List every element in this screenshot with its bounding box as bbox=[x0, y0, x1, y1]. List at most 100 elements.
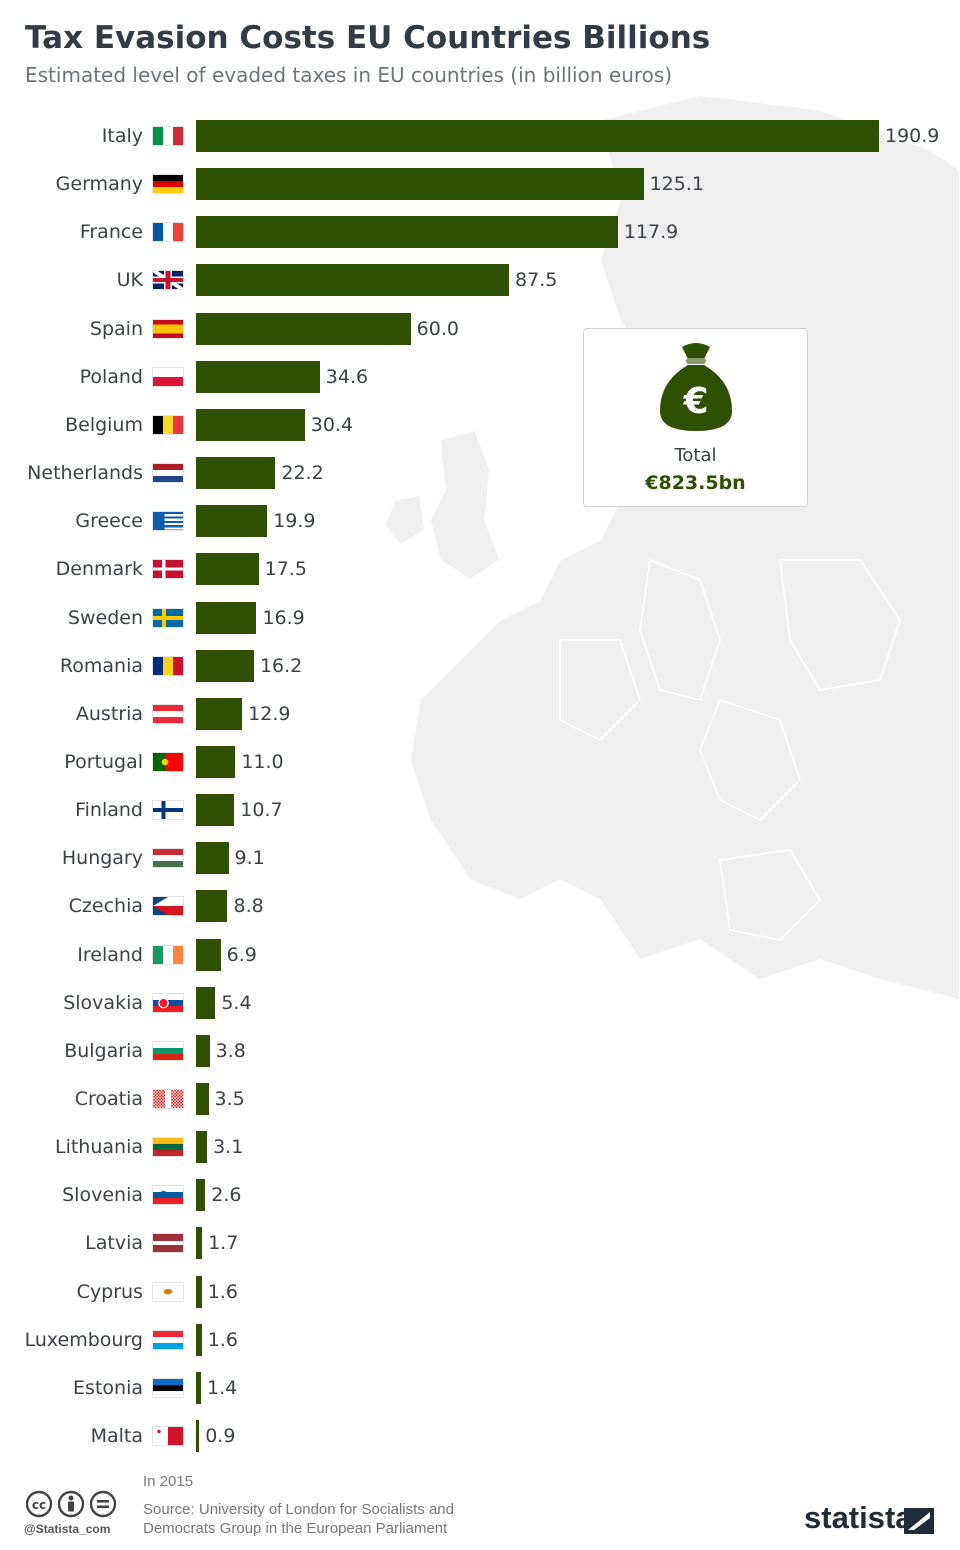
value-label-croatia: 3.5 bbox=[214, 1088, 245, 1110]
bar-czechia bbox=[196, 890, 228, 923]
chart-subtitle: Estimated level of evaded taxes in EU co… bbox=[25, 63, 673, 87]
bar-spain bbox=[196, 312, 411, 345]
category-label-netherlands: Netherlands bbox=[27, 462, 143, 485]
category-label-poland: Poland bbox=[79, 365, 143, 388]
flag-uk-icon bbox=[152, 270, 184, 291]
flag-czechia-icon bbox=[152, 896, 184, 917]
flag-italy-icon bbox=[152, 126, 184, 146]
bar-sweden bbox=[196, 601, 257, 634]
value-label-slovakia: 5.4 bbox=[221, 991, 252, 1014]
svg-text:cc: cc bbox=[32, 1498, 46, 1512]
flag-ireland-icon bbox=[152, 944, 184, 965]
flag-portugal-icon bbox=[152, 751, 184, 772]
bar-croatia bbox=[196, 1083, 209, 1115]
flag-hungary-icon bbox=[152, 848, 184, 869]
flag-austria-icon bbox=[152, 703, 184, 724]
value-label-malta: 0.9 bbox=[205, 1425, 236, 1448]
flag-sweden-icon bbox=[152, 607, 184, 628]
value-label-czechia: 8.8 bbox=[233, 895, 264, 918]
flag-slovakia-icon bbox=[152, 992, 184, 1013]
flag-romania-icon bbox=[152, 655, 184, 676]
bar-cyprus bbox=[196, 1275, 202, 1308]
flag-luxembourg-icon bbox=[152, 1329, 184, 1350]
value-label-slovenia: 2.6 bbox=[211, 1184, 242, 1207]
flag-malta-icon bbox=[152, 1426, 184, 1447]
value-label-lithuania: 3.1 bbox=[213, 1136, 244, 1159]
cc-icon: cc bbox=[26, 1490, 53, 1518]
flag-netherlands-icon bbox=[152, 463, 184, 484]
bar-denmark bbox=[196, 553, 259, 586]
flag-spain-icon bbox=[152, 318, 184, 339]
flag-croatia-icon bbox=[152, 1089, 184, 1109]
bar-italy bbox=[196, 120, 879, 152]
bar-finland bbox=[196, 794, 235, 827]
category-label-denmark: Denmark bbox=[55, 558, 143, 581]
bar-poland bbox=[196, 360, 320, 393]
value-label-italy: 190.9 bbox=[885, 125, 940, 147]
bar-luxembourg bbox=[196, 1323, 202, 1356]
category-label-portugal: Portugal bbox=[64, 750, 143, 773]
flag-cyprus-icon bbox=[152, 1281, 184, 1302]
value-label-sweden: 16.9 bbox=[262, 606, 305, 629]
value-label-spain: 60.0 bbox=[416, 317, 459, 340]
license-icons[interactable]: cc bbox=[26, 1490, 120, 1518]
total-callout: € Total €823.5bn bbox=[583, 328, 808, 507]
flag-germany-icon bbox=[152, 174, 184, 195]
bar-ireland bbox=[196, 938, 221, 971]
flag-greece-icon bbox=[152, 511, 184, 532]
category-label-bulgaria: Bulgaria bbox=[64, 1039, 143, 1062]
value-label-greece: 19.9 bbox=[273, 510, 316, 533]
value-label-uk: 87.5 bbox=[515, 269, 558, 292]
category-label-uk: UK bbox=[116, 269, 143, 292]
year-note: In 2015 bbox=[143, 1473, 194, 1490]
flag-finland-icon bbox=[152, 800, 184, 821]
value-label-romania: 16.2 bbox=[259, 654, 303, 677]
bar-latvia bbox=[196, 1227, 203, 1260]
category-label-czechia: Czechia bbox=[68, 895, 143, 918]
value-label-france: 117.9 bbox=[623, 221, 679, 244]
flag-france-icon bbox=[152, 222, 184, 243]
bar-portugal bbox=[196, 745, 236, 778]
bar-netherlands bbox=[196, 457, 276, 490]
bar-bulgaria bbox=[196, 1034, 210, 1067]
value-label-ireland: 6.9 bbox=[226, 943, 257, 966]
category-label-spain: Spain bbox=[89, 317, 143, 340]
value-label-belgium: 30.4 bbox=[310, 413, 354, 436]
flag-lithuania-icon bbox=[152, 1137, 184, 1158]
category-label-malta: Malta bbox=[90, 1425, 143, 1448]
flag-bulgaria-icon bbox=[152, 1040, 184, 1061]
category-label-sweden: Sweden bbox=[67, 606, 143, 629]
bar-uk bbox=[196, 264, 510, 297]
category-label-france: France bbox=[79, 221, 143, 244]
statista-logo-mark-icon bbox=[904, 1508, 934, 1534]
category-label-luxembourg: Luxembourg bbox=[24, 1328, 143, 1351]
bar-lithuania bbox=[196, 1131, 208, 1164]
statista-logo[interactable]: statista bbox=[804, 1500, 913, 1536]
category-label-croatia: Croatia bbox=[74, 1088, 143, 1110]
value-label-finland: 10.7 bbox=[240, 799, 283, 822]
source-line-2: Democrats Group in the European Parliame… bbox=[143, 1520, 448, 1537]
bar-hungary bbox=[196, 842, 229, 875]
category-label-estonia: Estonia bbox=[73, 1376, 143, 1399]
bar-germany bbox=[196, 168, 644, 201]
bar-greece bbox=[196, 505, 268, 538]
flag-denmark-icon bbox=[152, 559, 184, 580]
value-label-netherlands: 22.2 bbox=[281, 462, 324, 485]
bar-slovakia bbox=[196, 986, 216, 1019]
category-label-latvia: Latvia bbox=[85, 1232, 143, 1255]
value-label-portugal: 11.0 bbox=[241, 750, 284, 773]
bar-austria bbox=[196, 697, 243, 730]
statista-handle[interactable]: @Statista_com bbox=[24, 1522, 111, 1536]
category-label-slovenia: Slovenia bbox=[62, 1184, 143, 1207]
bar-france bbox=[196, 216, 618, 249]
category-label-greece: Greece bbox=[75, 510, 143, 533]
by-icon bbox=[57, 1490, 85, 1518]
money-bag-euro-icon: € bbox=[660, 343, 732, 431]
bar-malta bbox=[196, 1420, 200, 1453]
category-label-romania: Romania bbox=[59, 654, 143, 677]
value-label-denmark: 17.5 bbox=[264, 558, 307, 581]
category-label-lithuania: Lithuania bbox=[54, 1136, 143, 1159]
category-label-austria: Austria bbox=[75, 702, 143, 725]
